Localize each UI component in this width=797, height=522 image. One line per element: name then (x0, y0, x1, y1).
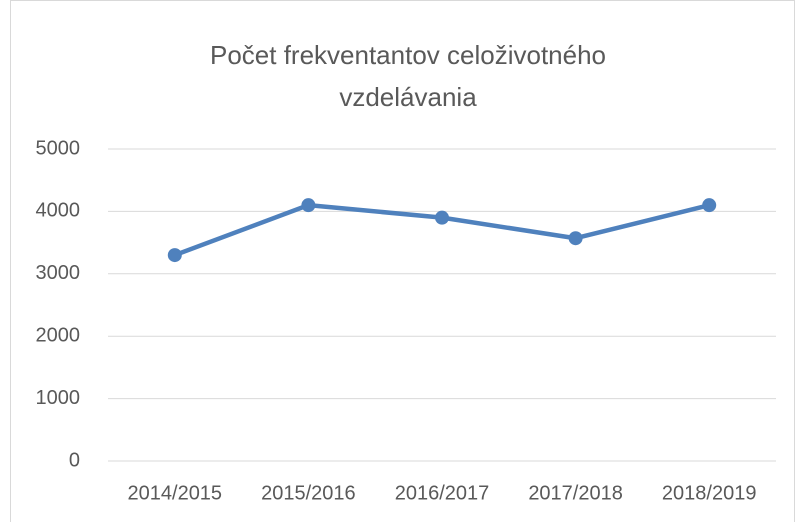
y-tick-label: 1000 (36, 387, 81, 409)
y-tick-label: 5000 (36, 137, 81, 159)
y-tick-label: 2000 (36, 324, 81, 346)
x-tick-label: 2016/2017 (395, 482, 490, 504)
x-tick-label: 2015/2016 (261, 482, 356, 504)
marker (702, 198, 717, 213)
x-tick-label: 2017/2018 (528, 482, 623, 504)
y-tick-label: 4000 (36, 200, 81, 222)
marker (435, 210, 449, 225)
y-tick-label: 0 (69, 449, 80, 471)
chart-border (10, 0, 795, 522)
x-tick-label: 2018/2019 (662, 482, 757, 504)
marker (568, 231, 583, 246)
marker (301, 198, 316, 213)
chart-title: Počet frekventantov celoživotného vzdelá… (209, 40, 607, 112)
y-tick-label: 3000 (36, 262, 81, 284)
x-tick-label: 2014/2015 (128, 482, 223, 504)
marker (167, 248, 182, 263)
